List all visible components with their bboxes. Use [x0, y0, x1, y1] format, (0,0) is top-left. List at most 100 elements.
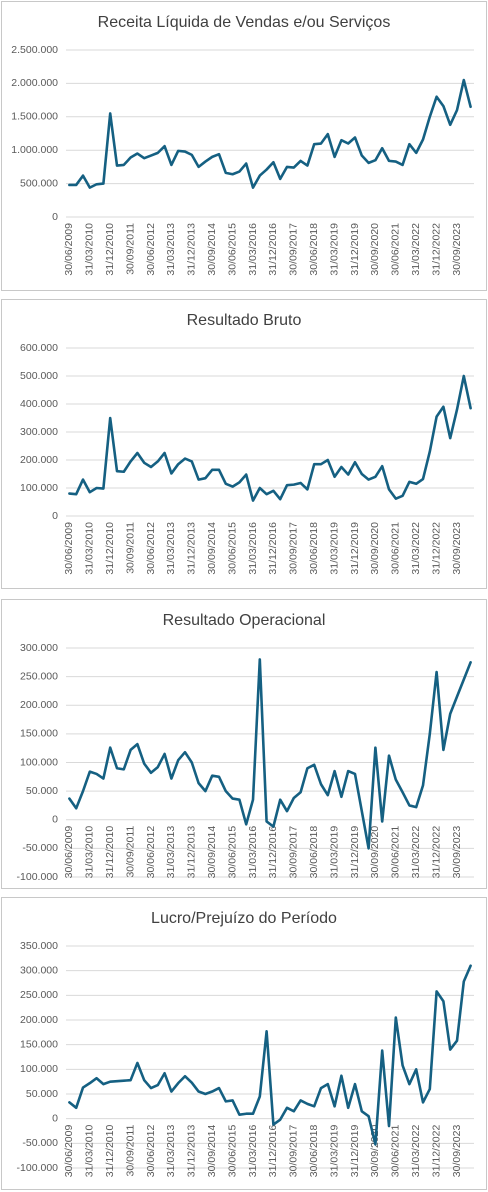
y-tick-label: 0: [52, 510, 58, 522]
x-tick-label: 30/06/2021: [390, 1125, 402, 1178]
x-tick-label: 30/06/2021: [390, 826, 402, 879]
x-tick-label: 30/06/2012: [145, 223, 157, 276]
y-tick-label: 50.000: [26, 785, 58, 797]
x-tick-label: 30/06/2018: [308, 826, 320, 879]
x-tick-label: 30/09/2017: [288, 826, 300, 879]
x-tick-label: 30/09/2014: [206, 522, 218, 575]
x-tick-label: 30/06/2009: [63, 826, 75, 879]
y-tick-label: 200.000: [20, 699, 58, 711]
x-tick-label: 30/09/2014: [206, 223, 218, 276]
x-tick-label: 30/06/2012: [145, 522, 157, 575]
y-tick-label: 200.000: [20, 454, 58, 466]
x-tick-label: 31/12/2013: [186, 522, 198, 575]
y-tick-label: 50.000: [26, 1088, 58, 1100]
y-tick-label: 1.500.000: [11, 111, 58, 123]
x-tick-label: 31/03/2016: [247, 1125, 259, 1178]
y-tick-label: 300.000: [20, 642, 58, 654]
data-line: [68, 374, 472, 502]
x-tick-label: 31/03/2019: [328, 1125, 340, 1178]
x-tick-label: 31/12/2022: [430, 1125, 442, 1178]
data-line: [68, 658, 472, 850]
x-tick-label: 30/09/2011: [124, 1125, 136, 1177]
x-tick-label: 30/09/2017: [288, 522, 300, 575]
x-tick-label: 31/03/2019: [328, 223, 340, 276]
y-tick-label: 0: [52, 814, 58, 826]
x-tick-label: 31/12/2016: [267, 826, 279, 879]
y-tick-label: 150.000: [20, 728, 58, 740]
x-tick-label: 30/09/2020: [369, 826, 381, 879]
x-tick-label: 31/03/2016: [247, 522, 259, 575]
x-tick-label: 30/09/2011: [124, 522, 136, 574]
x-tick-label: 31/03/2013: [165, 1125, 177, 1178]
x-tick-label: 31/03/2022: [410, 522, 422, 575]
x-tick-label: 30/09/2014: [206, 1125, 218, 1178]
x-tick-label: 31/03/2010: [84, 223, 96, 276]
x-tick-label: 31/12/2022: [430, 826, 442, 879]
x-tick-label: 30/06/2018: [308, 223, 320, 276]
y-tick-label: 250.000: [20, 989, 58, 1001]
x-tick-label: 30/06/2009: [63, 223, 75, 276]
x-tick-label: 30/06/2015: [226, 1125, 238, 1178]
chart-title: Resultado Operacional: [163, 612, 326, 629]
x-tick-label: 31/03/2016: [247, 826, 259, 879]
x-tick-label: 31/12/2022: [430, 223, 442, 276]
x-tick-label: 31/03/2013: [165, 223, 177, 276]
x-tick-label: 31/03/2022: [410, 223, 422, 276]
chart-title: Receita Líquida de Vendas e/ou Serviços: [98, 14, 391, 31]
y-tick-label: 300.000: [20, 964, 58, 976]
x-tick-label: 30/09/2011: [124, 826, 136, 878]
y-tick-label: 100.000: [20, 1063, 58, 1075]
x-tick-label: 30/09/2023: [451, 1125, 463, 1178]
x-tick-label: 31/12/2016: [267, 223, 279, 276]
x-tick-label: 31/12/2016: [267, 522, 279, 575]
y-tick-label: 250.000: [20, 670, 58, 682]
y-tick-label: -50.000: [22, 842, 58, 854]
y-tick-label: 350.000: [20, 940, 58, 952]
x-tick-label: 30/06/2015: [226, 826, 238, 879]
x-tick-label: 31/03/2010: [84, 522, 96, 575]
x-tick-label: 31/12/2019: [349, 223, 361, 276]
data-line: [68, 964, 472, 1146]
x-tick-label: 30/06/2018: [308, 1125, 320, 1178]
x-tick-label: 31/12/2022: [430, 522, 442, 575]
x-tick-label: 31/12/2013: [186, 1125, 198, 1178]
x-tick-label: 31/12/2010: [104, 223, 116, 276]
y-tick-label: 150.000: [20, 1038, 58, 1050]
y-tick-label: -100.000: [17, 871, 59, 883]
x-tick-label: 31/03/2013: [165, 826, 177, 879]
x-tick-label: 31/12/2019: [349, 522, 361, 575]
x-tick-label: 30/09/2014: [206, 826, 218, 879]
x-tick-label: 31/03/2019: [328, 826, 340, 879]
y-tick-label: 1.000.000: [11, 144, 58, 156]
x-tick-label: 31/03/2010: [84, 1125, 96, 1178]
x-tick-label: 31/12/2010: [104, 522, 116, 575]
x-tick-label: 30/09/2020: [369, 522, 381, 575]
x-tick-label: 30/09/2023: [451, 826, 463, 879]
y-tick-label: 2.000.000: [11, 77, 58, 89]
x-tick-label: 30/06/2015: [226, 223, 238, 276]
chart-title: Lucro/Prejuízo do Período: [151, 910, 337, 927]
y-tick-label: 2.500.000: [11, 44, 58, 56]
chart-title: Resultado Bruto: [187, 312, 302, 329]
x-tick-label: 30/06/2012: [145, 1125, 157, 1178]
x-tick-label: 31/12/2013: [186, 826, 198, 879]
y-tick-label: 100.000: [20, 756, 58, 768]
y-tick-label: 0: [52, 211, 58, 223]
y-tick-label: 500.000: [20, 177, 58, 189]
x-tick-label: 30/06/2021: [390, 223, 402, 276]
x-tick-label: 30/06/2015: [226, 522, 238, 575]
x-tick-label: 31/03/2016: [247, 223, 259, 276]
y-tick-label: -50.000: [22, 1137, 58, 1149]
x-tick-label: 31/03/2022: [410, 1125, 422, 1178]
x-tick-label: 30/09/2023: [451, 522, 463, 575]
y-tick-label: 500.000: [20, 370, 58, 382]
x-tick-label: 30/09/2020: [369, 1125, 381, 1178]
x-tick-label: 30/06/2021: [390, 522, 402, 575]
x-tick-label: 31/03/2019: [328, 522, 340, 575]
x-tick-label: 31/12/2016: [267, 1125, 279, 1178]
x-tick-label: 31/12/2019: [349, 826, 361, 879]
y-tick-label: 600.000: [20, 342, 58, 354]
x-tick-label: 30/09/2017: [288, 1125, 300, 1178]
x-tick-label: 30/06/2018: [308, 522, 320, 575]
